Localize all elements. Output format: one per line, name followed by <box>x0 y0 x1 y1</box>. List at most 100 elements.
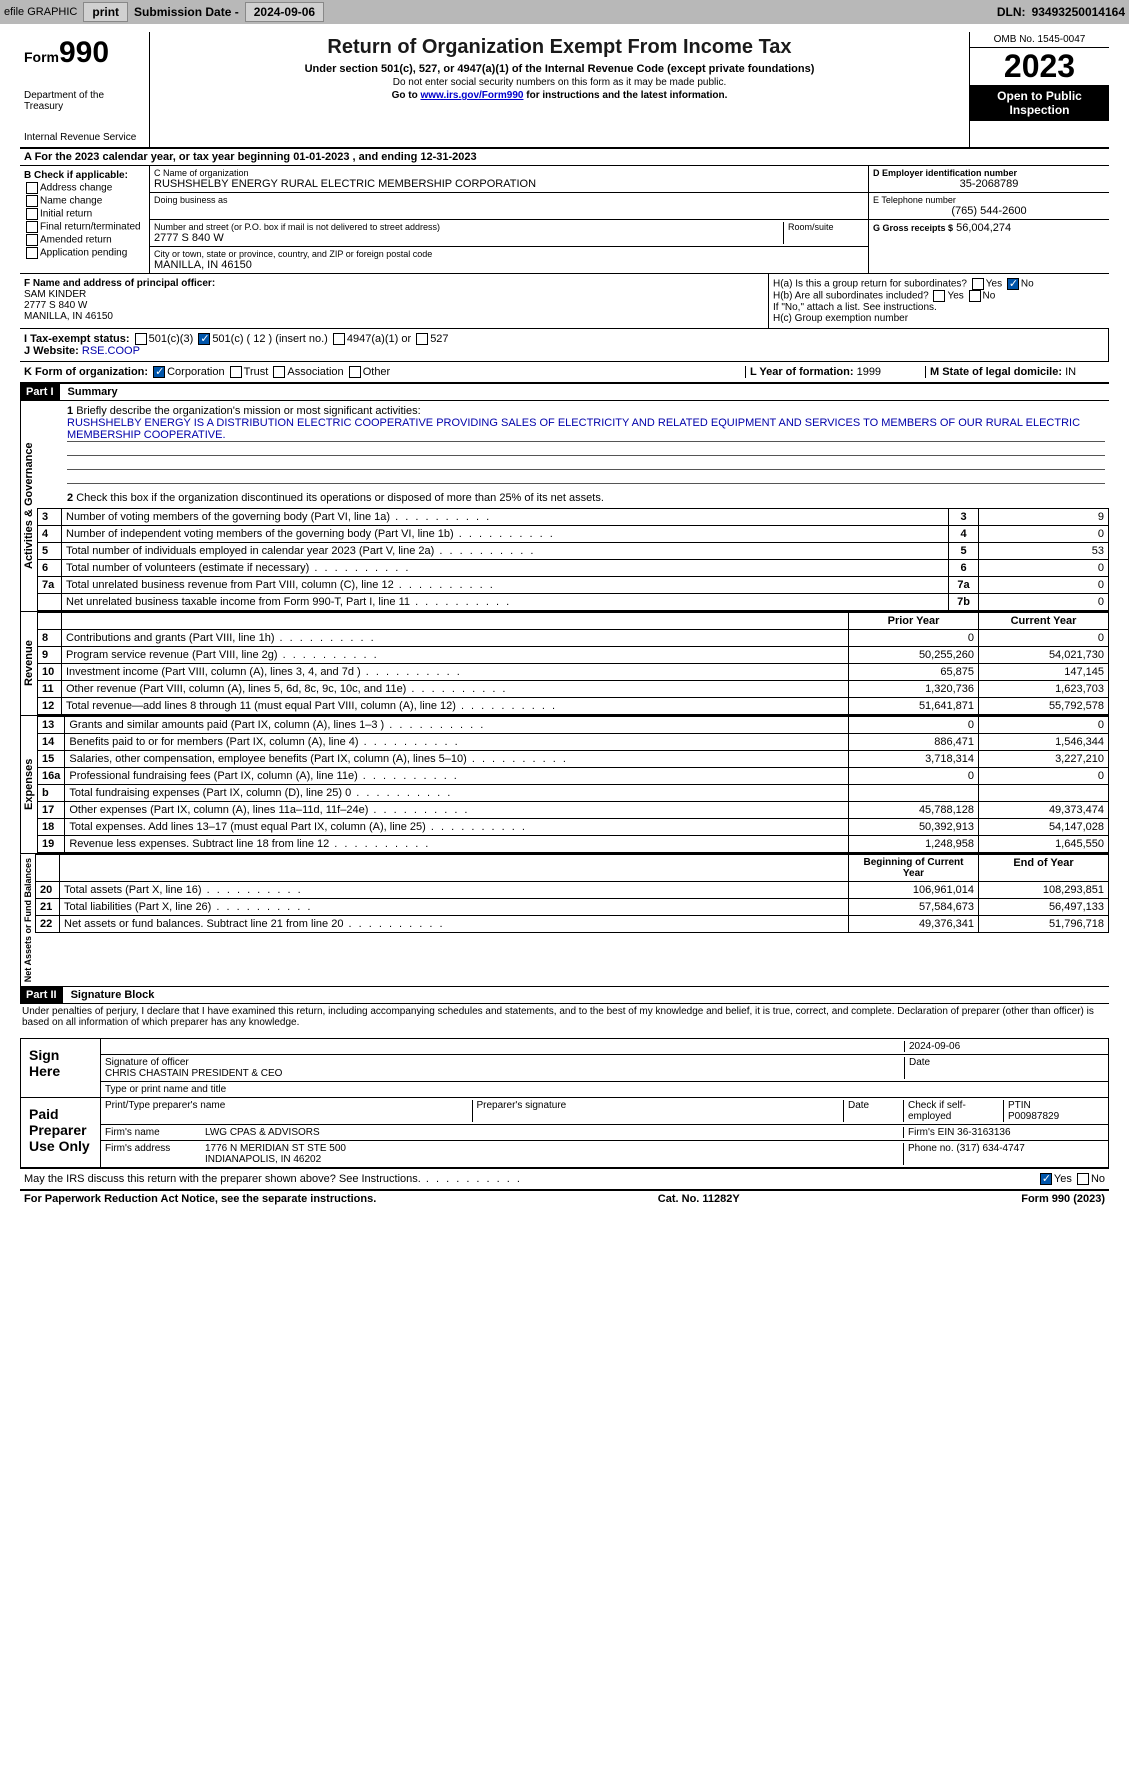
table-row: 20Total assets (Part X, line 16)106,961,… <box>36 882 1109 899</box>
table-row: 15Salaries, other compensation, employee… <box>38 751 1109 768</box>
activities-governance-section: Activities & Governance 1 Briefly descri… <box>20 401 1109 612</box>
row-k-l-m: K Form of organization: Corporation Trus… <box>20 362 1109 384</box>
revenue-section: Revenue Prior YearCurrent Year 8Contribu… <box>20 612 1109 716</box>
net-table: Beginning of Current YearEnd of Year 20T… <box>35 854 1109 933</box>
table-row: 9Program service revenue (Part VIII, lin… <box>38 647 1109 664</box>
signature-block: Sign Here 2024-09-06 Signature of office… <box>20 1038 1109 1169</box>
phone-value: (765) 544-2600 <box>873 205 1105 217</box>
submission-label: Submission Date - <box>134 5 239 19</box>
addr-label: Number and street (or P.O. box if mail i… <box>154 222 779 232</box>
form-header-row: Form990 Department of the Treasury Inter… <box>20 32 1109 149</box>
vlabel-expenses: Expenses <box>20 716 37 853</box>
ssn-warning: Do not enter social security numbers on … <box>154 77 965 88</box>
form-title-block: Return of Organization Exempt From Incom… <box>150 32 969 147</box>
part-1-header: Part ISummary <box>20 384 1109 401</box>
form-footer: Form 990 (2023) <box>1021 1193 1105 1205</box>
phone-label: E Telephone number <box>873 195 1105 205</box>
table-row: 5Total number of individuals employed in… <box>38 543 1109 560</box>
efile-label: efile GRAPHIC <box>4 6 77 18</box>
hb-question: H(b) Are all subordinates included? Yes … <box>773 290 1105 302</box>
expenses-table: 13Grants and similar amounts paid (Part … <box>37 716 1109 853</box>
firm-phone: (317) 634-4747 <box>956 1143 1024 1154</box>
revenue-table: Prior YearCurrent Year 8Contributions an… <box>37 612 1109 715</box>
dept-treasury: Department of the Treasury <box>24 90 145 112</box>
table-row: 16aProfessional fundraising fees (Part I… <box>38 768 1109 785</box>
footer-row: For Paperwork Reduction Act Notice, see … <box>20 1191 1109 1207</box>
table-row: 6Total number of volunteers (estimate if… <box>38 560 1109 577</box>
discuss-row: May the IRS discuss this return with the… <box>20 1169 1109 1191</box>
perjury-declaration: Under penalties of perjury, I declare th… <box>20 1004 1109 1030</box>
row-a-period: A For the 2023 calendar year, or tax yea… <box>20 149 1109 166</box>
chk-amended-return[interactable]: Amended return <box>24 234 145 246</box>
irs-label: Internal Revenue Service <box>24 132 145 143</box>
omb-year-block: OMB No. 1545-0047 2023 Open to Public In… <box>969 32 1109 147</box>
ein-label: D Employer identification number <box>873 168 1105 178</box>
print-button[interactable]: print <box>83 2 128 22</box>
table-row: 19Revenue less expenses. Subtract line 1… <box>38 836 1109 853</box>
sign-here-label: Sign Here <box>21 1039 101 1097</box>
tax-exempt-status: I Tax-exempt status: 501(c)(3) 501(c) ( … <box>24 333 1104 345</box>
net-assets-section: Net Assets or Fund Balances Beginning of… <box>20 854 1109 987</box>
part-2-header: Part IISignature Block <box>20 987 1109 1004</box>
row-i-j: I Tax-exempt status: 501(c)(3) 501(c) ( … <box>20 329 1109 362</box>
table-row: 12Total revenue—add lines 8 through 11 (… <box>38 698 1109 715</box>
firm-city: INDIANAPOLIS, IN 46202 <box>205 1154 321 1165</box>
ptin-value: P00987829 <box>1008 1111 1059 1122</box>
table-row: 22Net assets or fund balances. Subtract … <box>36 916 1109 933</box>
firm-addr: 1776 N MERIDIAN ST STE 500 <box>205 1143 346 1154</box>
firm-name: LWG CPAS & ADVISORS <box>205 1127 904 1138</box>
officer-city: MANILLA, IN 46150 <box>24 311 764 322</box>
chk-initial-return[interactable]: Initial return <box>24 208 145 220</box>
column-d-e-g: D Employer identification number 35-2068… <box>869 166 1109 273</box>
q2-label: Check this box if the organization disco… <box>76 492 604 504</box>
table-row: 8Contributions and grants (Part VIII, li… <box>38 630 1109 647</box>
ein-value: 35-2068789 <box>873 178 1105 190</box>
chk-address-change[interactable]: Address change <box>24 182 145 194</box>
irs-form990-link[interactable]: www.irs.gov/Form990 <box>420 90 523 101</box>
row-f-h: F Name and address of principal officer:… <box>20 274 1109 329</box>
officer-name: SAM KINDER <box>24 289 764 300</box>
addr-value: 2777 S 840 W <box>154 232 779 244</box>
city-label: City or town, state or province, country… <box>154 249 864 259</box>
tax-year: 2023 <box>970 48 1109 85</box>
submission-date: 2024-09-06 <box>245 2 324 22</box>
q1-label: Briefly describe the organization's miss… <box>76 405 420 417</box>
table-row: bTotal fundraising expenses (Part IX, co… <box>38 785 1109 802</box>
chk-application-pending[interactable]: Application pending <box>24 247 145 259</box>
self-employed-check[interactable]: Check if self-employed <box>904 1100 1004 1122</box>
section-b-c-d: B Check if applicable: Address change Na… <box>20 166 1109 274</box>
gross-label: G Gross receipts $ <box>873 223 953 233</box>
open-public-badge: Open to Public Inspection <box>970 85 1109 121</box>
goto-rest: for instructions and the latest informat… <box>526 90 727 101</box>
principal-officer-block: F Name and address of principal officer:… <box>20 274 769 328</box>
form-subtitle: Under section 501(c), 527, or 4947(a)(1)… <box>154 63 965 75</box>
dba-label: Doing business as <box>154 195 864 205</box>
form-title: Return of Organization Exempt From Incom… <box>154 36 965 59</box>
omb-number: OMB No. 1545-0047 <box>970 32 1109 48</box>
paid-preparer-label: Paid Preparer Use Only <box>21 1098 101 1167</box>
form-word: Form <box>24 49 59 65</box>
table-row: 11Other revenue (Part VIII, column (A), … <box>38 681 1109 698</box>
table-row: 13Grants and similar amounts paid (Part … <box>38 717 1109 734</box>
column-c-org: C Name of organization RUSHSHELBY ENERGY… <box>150 166 869 273</box>
org-name: RUSHSHELBY ENERGY RURAL ELECTRIC MEMBERS… <box>154 178 864 190</box>
hb-note: If "No," attach a list. See instructions… <box>773 302 1105 313</box>
table-row: 7aTotal unrelated business revenue from … <box>38 577 1109 594</box>
city-value: MANILLA, IN 46150 <box>154 259 864 271</box>
mission-text: RUSHSHELBY ENERGY IS A DISTRIBUTION ELEC… <box>67 417 1105 442</box>
table-row: 4Number of independent voting members of… <box>38 526 1109 543</box>
hc-question: H(c) Group exemption number <box>773 313 1105 324</box>
table-row: Net unrelated business taxable income fr… <box>38 594 1109 611</box>
chk-final-return[interactable]: Final return/terminated <box>24 221 145 233</box>
table-row: 17Other expenses (Part IX, column (A), l… <box>38 802 1109 819</box>
goto-label: Go to <box>392 90 418 101</box>
h-group-block: H(a) Is this a group return for subordin… <box>769 274 1109 328</box>
table-row: 3Number of voting members of the governi… <box>38 509 1109 526</box>
ag-table: 3Number of voting members of the governi… <box>37 508 1109 611</box>
expenses-section: Expenses 13Grants and similar amounts pa… <box>20 716 1109 854</box>
pra-notice: For Paperwork Reduction Act Notice, see … <box>24 1193 376 1205</box>
col-b-title: B Check if applicable: <box>24 170 145 181</box>
ha-question: H(a) Is this a group return for subordin… <box>773 278 1105 290</box>
table-row: 10Investment income (Part VIII, column (… <box>38 664 1109 681</box>
chk-name-change[interactable]: Name change <box>24 195 145 207</box>
